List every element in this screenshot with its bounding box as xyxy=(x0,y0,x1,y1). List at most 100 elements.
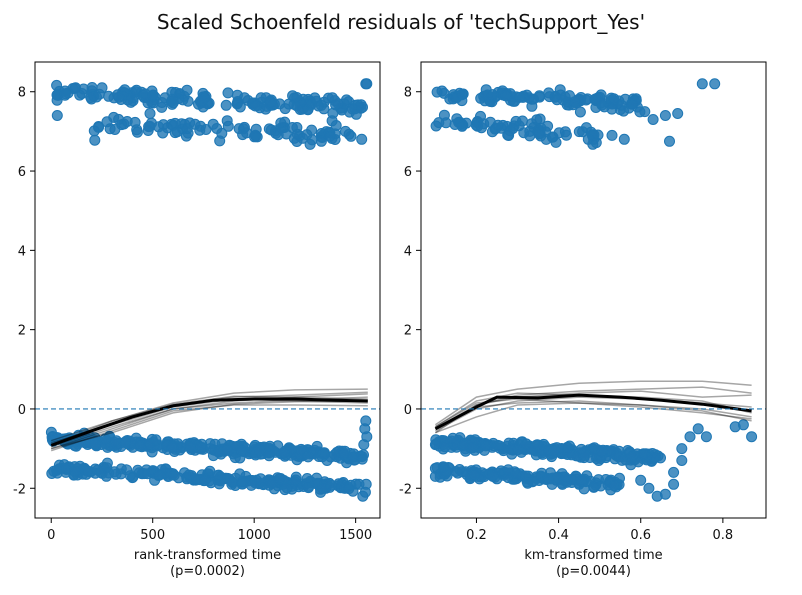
plot-area xyxy=(421,78,766,502)
data-point xyxy=(291,92,303,103)
bootstrap-curve-7 xyxy=(434,390,752,434)
data-point xyxy=(626,98,638,110)
data-point xyxy=(113,91,125,103)
data-point xyxy=(325,479,337,491)
data-point xyxy=(590,93,602,105)
data-point xyxy=(647,114,659,125)
data-point xyxy=(616,454,628,466)
data-point xyxy=(436,85,448,97)
data-point xyxy=(588,481,600,493)
data-point xyxy=(144,108,156,119)
data-point xyxy=(189,118,201,130)
data-point xyxy=(512,444,524,456)
data-point xyxy=(358,439,370,451)
data-point xyxy=(216,127,228,139)
data-point xyxy=(147,89,159,101)
data-point xyxy=(528,93,539,105)
data-point xyxy=(492,439,504,451)
data-point xyxy=(500,90,512,102)
x-tick-label: 1500 xyxy=(339,528,372,543)
data-point xyxy=(356,133,368,145)
data-point xyxy=(596,446,608,458)
data-point xyxy=(326,92,338,104)
data-point xyxy=(265,96,277,108)
data-point xyxy=(507,122,519,134)
data-point xyxy=(234,468,246,480)
data-point xyxy=(88,125,100,137)
data-point xyxy=(89,134,101,146)
data-point xyxy=(737,419,749,431)
data-point xyxy=(696,78,708,90)
y-tick-label: 0 xyxy=(18,403,26,418)
data-point xyxy=(546,131,558,143)
data-point xyxy=(457,439,469,451)
y-tick-label: 8 xyxy=(404,86,412,101)
data-point xyxy=(69,466,81,478)
data-point xyxy=(89,438,101,450)
scatter-points xyxy=(429,78,758,502)
data-point xyxy=(576,475,588,486)
data-point xyxy=(301,473,313,484)
y-tick-label: 4 xyxy=(18,244,26,259)
data-point xyxy=(518,127,530,139)
data-point xyxy=(60,462,71,474)
data-point xyxy=(263,450,275,462)
data-point xyxy=(560,129,572,141)
data-point xyxy=(643,482,655,494)
data-point xyxy=(70,82,82,94)
y-tick-label: 6 xyxy=(404,165,412,180)
bootstrap-curve-1 xyxy=(434,380,752,426)
data-point xyxy=(562,441,573,453)
data-point xyxy=(184,441,196,453)
bootstrap-curve-4 xyxy=(50,404,368,452)
data-point xyxy=(638,448,650,460)
y-tick-label: -2 xyxy=(13,482,26,497)
data-point xyxy=(487,89,499,101)
data-point xyxy=(531,114,543,126)
data-point xyxy=(676,443,688,455)
data-point xyxy=(95,466,107,478)
x-tick-label: 0.8 xyxy=(713,528,734,543)
data-point xyxy=(182,95,194,107)
data-point xyxy=(238,121,250,133)
data-point xyxy=(291,128,303,140)
data-point xyxy=(639,106,651,118)
data-point xyxy=(207,118,219,130)
data-point xyxy=(559,471,571,483)
plot-area xyxy=(35,78,380,502)
data-point xyxy=(542,473,554,484)
panel-2: 0.2 0.4 0.6 0.8 -2 0 2 4 6 8 km-transformed time(p… xyxy=(399,61,767,579)
data-point xyxy=(222,120,234,132)
data-point xyxy=(234,101,246,113)
data-point xyxy=(169,127,181,139)
data-point xyxy=(181,84,193,96)
data-point xyxy=(668,466,680,478)
data-point xyxy=(606,103,618,115)
data-point xyxy=(510,467,522,479)
data-point xyxy=(236,445,248,457)
data-point xyxy=(575,443,587,455)
bootstrap-curve-2 xyxy=(50,393,368,450)
data-point xyxy=(153,470,164,481)
data-point xyxy=(746,431,758,443)
data-point xyxy=(361,78,373,90)
data-point xyxy=(451,113,463,125)
data-point xyxy=(275,117,287,129)
data-point xyxy=(520,438,532,450)
panel-1: 0 500 1000 1500 -2 0 2 4 6 8 rank-transformed time… xyxy=(13,61,381,579)
data-point xyxy=(618,133,630,145)
data-point xyxy=(456,120,468,132)
data-point xyxy=(577,126,589,138)
data-point xyxy=(229,452,241,464)
data-point xyxy=(255,473,267,485)
y-tick-label: 2 xyxy=(404,324,412,339)
scatter-points xyxy=(45,78,373,502)
data-point xyxy=(618,105,630,117)
data-point xyxy=(302,451,314,463)
data-point xyxy=(101,116,113,128)
x-axis-pvalue-label: (p=0.0002) xyxy=(170,564,245,579)
data-point xyxy=(265,124,277,136)
data-point xyxy=(478,118,490,130)
data-point xyxy=(347,451,359,463)
bootstrap-curve-8 xyxy=(435,398,752,428)
